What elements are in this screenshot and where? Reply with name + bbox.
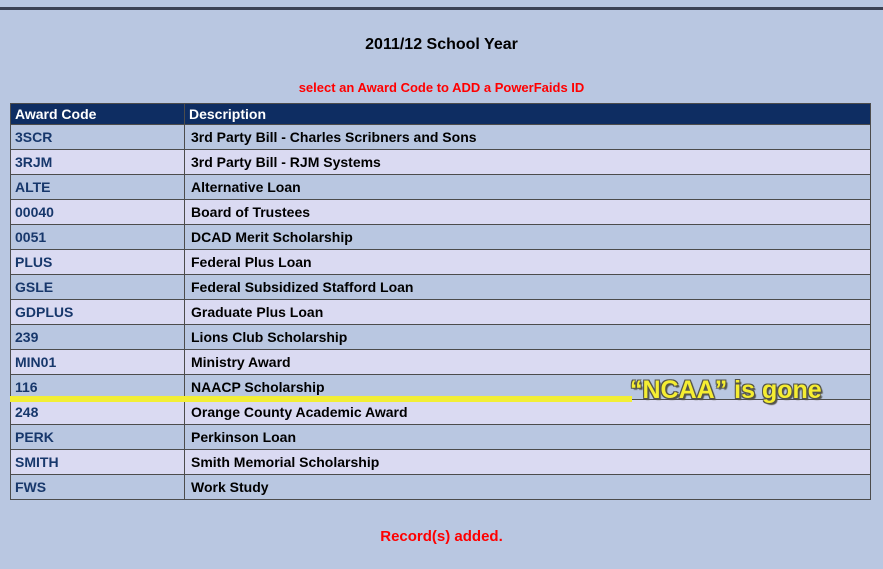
ncaa-gone-annotation: “NCAA” is gone	[630, 376, 822, 404]
award-code-cell[interactable]: PERK	[10, 424, 185, 450]
description-cell: Board of Trustees	[184, 199, 871, 225]
table-row: FWS Work Study	[10, 474, 871, 500]
table-row: 239 Lions Club Scholarship	[10, 324, 871, 350]
description-cell: Lions Club Scholarship	[184, 324, 871, 350]
description-cell: Smith Memorial Scholarship	[184, 449, 871, 475]
status-message: Record(s) added.	[380, 528, 503, 545]
column-header-award-code: Award Code	[10, 103, 185, 125]
award-code-cell[interactable]: 00040	[10, 199, 185, 225]
table-row: 3RJM 3rd Party Bill - RJM Systems	[10, 149, 871, 175]
award-code-cell[interactable]: MIN01	[10, 349, 185, 375]
table-row: SMITH Smith Memorial Scholarship	[10, 449, 871, 475]
award-code-cell[interactable]: 239	[10, 324, 185, 350]
description-cell: Federal Subsidized Stafford Loan	[184, 274, 871, 300]
award-code-cell[interactable]: FWS	[10, 474, 185, 500]
award-code-cell[interactable]: SMITH	[10, 449, 185, 475]
description-cell: Perkinson Loan	[184, 424, 871, 450]
table-row: MIN01 Ministry Award	[10, 349, 871, 375]
description-cell: Federal Plus Loan	[184, 249, 871, 275]
highlight-strikeout-line	[10, 396, 632, 402]
award-code-cell[interactable]: 3RJM	[10, 149, 185, 175]
award-code-cell[interactable]: ALTE	[10, 174, 185, 200]
award-code-cell[interactable]: PLUS	[10, 249, 185, 275]
table-row: PERK Perkinson Loan	[10, 424, 871, 450]
table-header-row: Award Code Description	[10, 103, 871, 125]
description-cell: Work Study	[184, 474, 871, 500]
award-code-cell[interactable]: 3SCR	[10, 124, 185, 150]
description-cell: Graduate Plus Loan	[184, 299, 871, 325]
description-cell: Ministry Award	[184, 349, 871, 375]
description-cell: Orange County Academic Award	[184, 399, 871, 425]
award-code-cell[interactable]: GSLE	[10, 274, 185, 300]
table-row: GSLE Federal Subsidized Stafford Loan	[10, 274, 871, 300]
description-cell: DCAD Merit Scholarship	[184, 224, 871, 250]
table-row: 248 Orange County Academic Award	[10, 399, 871, 425]
table-row: ALTE Alternative Loan	[10, 174, 871, 200]
award-code-cell[interactable]: 0051	[10, 224, 185, 250]
description-cell: Alternative Loan	[184, 174, 871, 200]
table-row: 00040 Board of Trustees	[10, 199, 871, 225]
table-row: 0051 DCAD Merit Scholarship	[10, 224, 871, 250]
table-row: GDPLUS Graduate Plus Loan	[10, 299, 871, 325]
table-row: 3SCR 3rd Party Bill - Charles Scribners a…	[10, 124, 871, 150]
top-divider-line	[0, 7, 883, 10]
award-code-cell[interactable]: 248	[10, 399, 185, 425]
page-title: 2011/12 School Year	[365, 36, 518, 53]
column-header-description: Description	[184, 103, 871, 125]
table-row: PLUS Federal Plus Loan	[10, 249, 871, 275]
award-code-cell[interactable]: GDPLUS	[10, 299, 185, 325]
award-code-cell[interactable]: 116	[10, 374, 185, 400]
table-row: 116 NAACP Scholarship	[10, 374, 871, 400]
description-cell: 3rd Party Bill - Charles Scribners and S…	[184, 124, 871, 150]
award-codes-table: Award Code Description 3SCR 3rd Party Bil…	[10, 103, 871, 500]
instruction-text: select an Award Code to ADD a PowerFaids…	[298, 80, 585, 95]
description-cell: 3rd Party Bill - RJM Systems	[184, 149, 871, 175]
